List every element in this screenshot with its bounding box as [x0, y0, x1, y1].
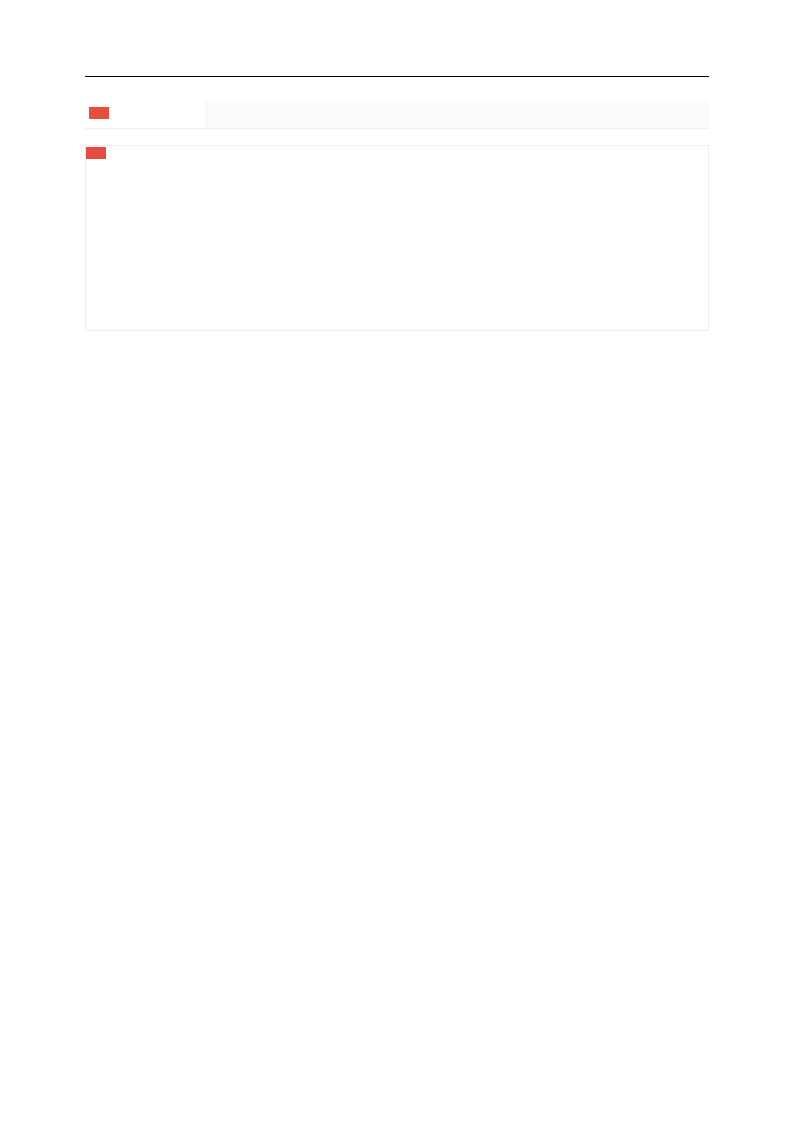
col-head: [205, 101, 331, 129]
chart-badge: [86, 147, 106, 159]
col-head: [457, 101, 583, 129]
chart-title: [86, 164, 708, 168]
page-header-right: [85, 70, 709, 77]
col-head: [331, 101, 457, 129]
winter-badge: [89, 107, 109, 119]
paragraph-3: [85, 353, 709, 385]
col-head: [583, 101, 709, 129]
chart-xlabels: [86, 322, 708, 330]
annual-temp-chart: [85, 145, 709, 331]
table-row: [85, 101, 709, 129]
winter-monthly-table: [85, 101, 709, 129]
chart-svg: [98, 172, 696, 322]
